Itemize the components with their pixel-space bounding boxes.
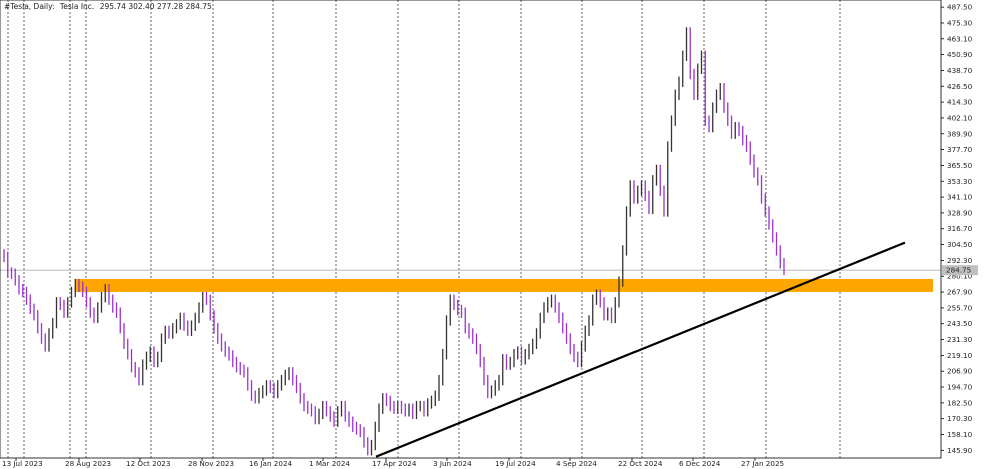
y-tick-label: 365.50: [947, 161, 973, 170]
plot-frame: [0, 0, 942, 459]
y-tick-label: 194.70: [947, 383, 973, 392]
y-tick-label: 389.90: [947, 129, 973, 138]
x-tick-label: 17 Apr 2024: [372, 459, 417, 468]
x-tick-label: 28 Nov 2023: [188, 459, 234, 468]
x-tick-label: 3 Jun 2024: [433, 459, 472, 468]
header-symbol: #Tesla, Daily:: [4, 2, 55, 11]
x-tick-label: 27 Jan 2025: [741, 459, 784, 468]
y-tick-label: 267.90: [947, 288, 973, 297]
x-tick-label: 4 Sep 2024: [556, 459, 597, 468]
y-tick-label: 377.70: [947, 145, 973, 154]
y-tick-label: 280.10: [947, 272, 973, 281]
y-tick-label: 170.30: [947, 414, 973, 423]
support-zone: [75, 278, 933, 292]
x-tick-label: 12 Oct 2023: [126, 459, 170, 468]
chart-header: #Tesla, Daily: Tesla Inc. 295.74 302.40 …: [4, 2, 212, 11]
y-tick-label: 304.50: [947, 240, 973, 249]
y-tick-label: 402.10: [947, 113, 973, 122]
x-tick-label: 6 Dec 2024: [679, 459, 721, 468]
y-tick-label: 438.70: [947, 66, 973, 75]
y-tick-label: 243.50: [947, 319, 973, 328]
y-tick-label: 450.90: [947, 50, 973, 59]
y-tick-label: 255.70: [947, 303, 973, 312]
y-tick-label: 414.30: [947, 98, 973, 107]
y-tick-label: 158.10: [947, 430, 973, 439]
y-tick-label: 292.30: [947, 256, 973, 265]
y-tick-label: 328.90: [947, 208, 973, 217]
y-tick-label: 475.30: [947, 18, 973, 27]
x-tick-label: 19 Jul 2024: [495, 459, 536, 468]
x-tick-label: 1 Mar 2024: [309, 459, 350, 468]
current-price-label: 284.75: [946, 266, 971, 275]
y-axis: 487.50 475.30 463.10 450.90 438.70 426.50 414.…: [941, 3, 973, 455]
price-bars: [3, 27, 785, 456]
header-name: Tesla Inc.: [59, 2, 94, 11]
y-tick-label: 487.50: [947, 3, 973, 12]
y-tick-label: 426.50: [947, 82, 973, 91]
y-tick-label: 145.90: [947, 446, 973, 455]
y-tick-label: 219.10: [947, 351, 973, 360]
current-price-marker: [942, 265, 978, 276]
vertical-gridlines: [7, 0, 841, 458]
trendline: [375, 241, 906, 458]
x-tick-label: 13 Jul 2023: [2, 459, 43, 468]
x-tick-label: 16 Jan 2024: [249, 459, 293, 468]
y-tick-label: 182.50: [947, 398, 973, 407]
y-tick-label: 231.30: [947, 335, 973, 344]
y-tick-label: 463.10: [947, 34, 973, 43]
y-tick-label: 353.30: [947, 177, 973, 186]
y-tick-label: 341.10: [947, 193, 973, 202]
header-ohlc: 295.74 302.40 277.28 284.75: [100, 2, 212, 11]
y-tick-label: 206.90: [947, 367, 973, 376]
x-tick-label: 28 Aug 2023: [65, 459, 111, 468]
x-tick-label: 22 Oct 2024: [618, 459, 663, 468]
x-axis: 13 Jul 2023 28 Aug 2023 12 Oct 2023 28 Nov …: [2, 458, 784, 468]
y-tick-label: 316.70: [947, 224, 973, 233]
